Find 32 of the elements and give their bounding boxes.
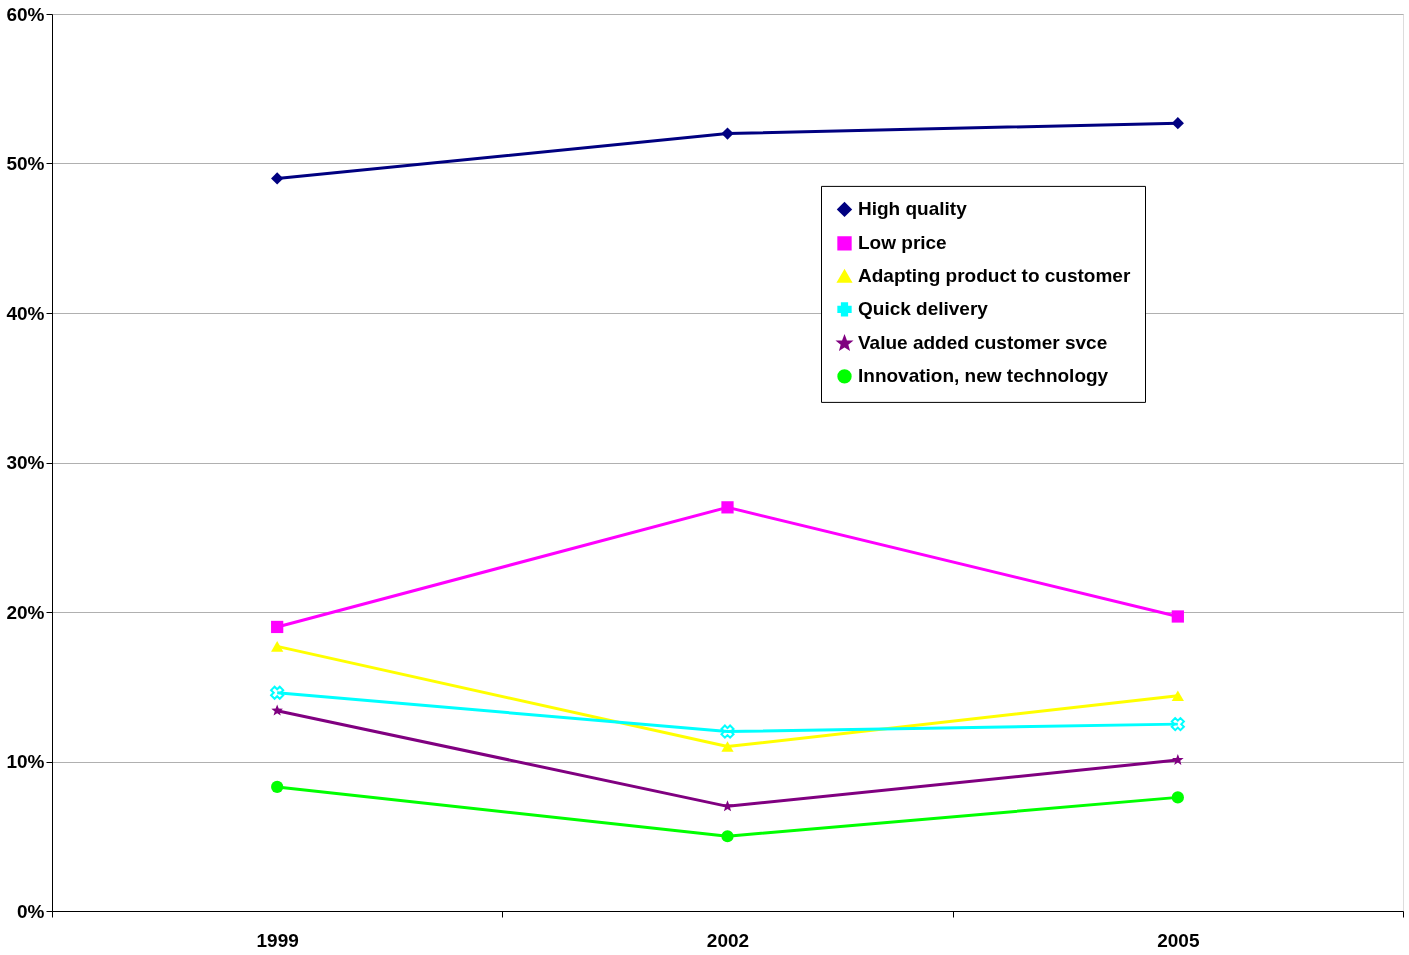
point <box>1171 610 1184 623</box>
y-tick-label: 0% <box>17 900 45 922</box>
x-tick-label: 2002 <box>706 929 750 951</box>
legend-label: Adapting product to customer <box>858 265 1131 287</box>
y-tick-label: 30% <box>6 452 45 473</box>
point <box>721 830 734 843</box>
x-tick-label: 2005 <box>1157 929 1200 951</box>
point <box>271 172 284 185</box>
point <box>1171 791 1184 804</box>
legend-label: Value added customer svce <box>858 332 1108 354</box>
point <box>720 724 735 739</box>
y-tick-label: 10% <box>6 751 45 772</box>
legend-label: Innovation, new technology <box>858 365 1109 387</box>
point <box>721 501 734 514</box>
y-tick-label: 60% <box>6 3 45 25</box>
point <box>271 620 284 634</box>
y-tick-label: 40% <box>6 302 45 324</box>
point <box>721 741 734 752</box>
x-tick-label: 1999 <box>256 929 299 951</box>
point <box>271 641 284 652</box>
point <box>270 685 285 700</box>
y-tick-label: 50% <box>6 153 45 174</box>
point <box>1172 753 1184 765</box>
point <box>1171 690 1184 702</box>
point <box>1170 717 1185 732</box>
legend-label: High quality <box>858 198 968 220</box>
point <box>271 780 284 794</box>
point <box>271 704 283 716</box>
legend-label: Quick delivery <box>858 298 989 320</box>
point <box>721 127 734 140</box>
y-tick-label: 20% <box>6 601 45 623</box>
legend-label: Low price <box>858 232 947 254</box>
